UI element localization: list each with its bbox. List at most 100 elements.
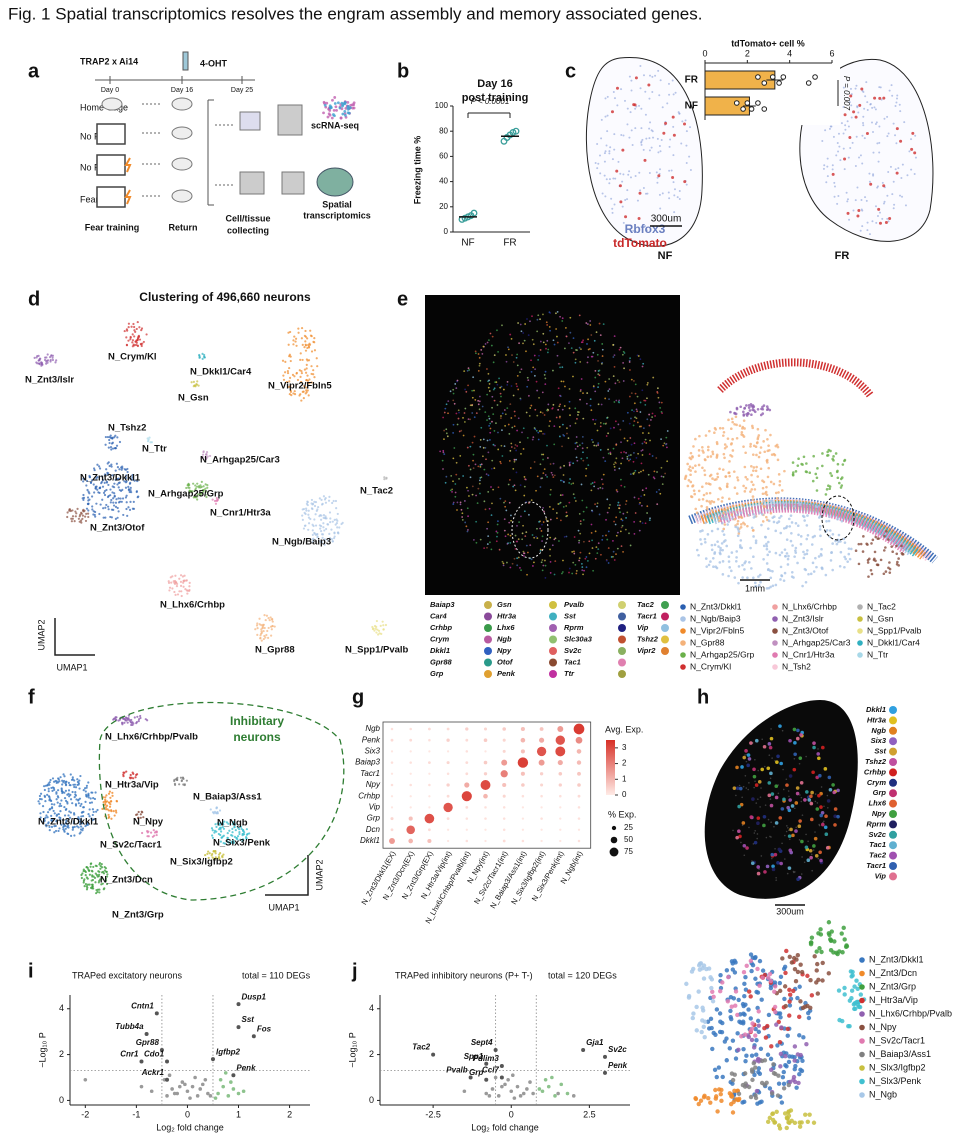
cell-dot	[609, 503, 611, 506]
cell-dot	[780, 574, 784, 578]
label: Fear training	[85, 222, 140, 232]
cell-dot	[87, 509, 90, 512]
cell-dot	[318, 497, 321, 500]
gene-point	[468, 1075, 473, 1080]
cell-dot	[124, 468, 128, 471]
cell-dot	[109, 494, 112, 497]
cell-dot	[689, 969, 695, 974]
cell-dot	[766, 1012, 772, 1018]
gene-label: Grp	[469, 1068, 483, 1077]
expression-dot	[464, 782, 470, 788]
cell-dot	[597, 548, 600, 551]
cell-dot	[572, 337, 575, 340]
cell-dot	[256, 633, 259, 636]
cell-dot	[768, 499, 772, 503]
cell-dot	[82, 869, 85, 873]
cluster-label: N_Arhgap25/Car3	[200, 455, 280, 466]
cell-dot	[37, 362, 41, 365]
cell-dot	[515, 449, 518, 452]
cell-dot	[525, 411, 528, 414]
cell-dot	[737, 565, 741, 568]
gene-point	[175, 1091, 180, 1096]
cell-dot	[72, 820, 76, 823]
cell-dot	[79, 818, 83, 822]
cell-dot	[598, 374, 601, 377]
cell-dot	[799, 733, 803, 737]
cell-dot	[620, 478, 622, 481]
cell-dot	[78, 520, 81, 523]
cell-dot	[484, 446, 487, 449]
cell-dot	[784, 858, 786, 860]
cell-dot	[760, 975, 765, 980]
cell-dot	[708, 474, 712, 478]
cell-dot	[555, 312, 557, 315]
cell-dot	[39, 792, 43, 795]
cell-dot	[107, 813, 110, 817]
cell-dot	[580, 378, 583, 380]
cell-dot	[315, 509, 318, 512]
cell-dot	[132, 322, 135, 326]
cell-dot	[751, 860, 753, 862]
cell-dot	[735, 556, 738, 559]
cell-dot	[63, 775, 66, 778]
cell-dot	[489, 541, 491, 544]
cell-dot	[801, 584, 804, 588]
cell-dot	[805, 973, 810, 979]
cell-dot	[612, 356, 615, 358]
cell-dot	[756, 837, 758, 840]
y-tick-label: 100	[435, 101, 449, 110]
cell-dot	[71, 802, 74, 805]
cell-dot	[831, 168, 834, 171]
gene-label: Gpr88	[136, 1038, 160, 1047]
cell-dot	[125, 501, 128, 504]
cell-dot	[196, 482, 199, 485]
cell-dot	[748, 1094, 754, 1100]
legend-swatch	[889, 737, 897, 746]
cell-dot	[78, 779, 81, 782]
cell-dot	[755, 1101, 760, 1106]
cell-dot	[688, 155, 691, 158]
cell-dot	[214, 856, 217, 859]
cell-dot	[846, 120, 849, 123]
cell-dot	[519, 441, 521, 444]
cell-dot	[740, 765, 744, 769]
cell-dot	[828, 487, 831, 491]
cell-dot	[879, 86, 882, 89]
cell-dot	[306, 346, 309, 350]
legend-label: Vipr2	[637, 646, 656, 655]
cell-dot	[85, 793, 88, 796]
cell-dot	[480, 349, 483, 351]
cell-dot	[208, 852, 211, 855]
cell-dot	[375, 631, 378, 634]
cell-dot	[286, 370, 289, 373]
cell-dot	[89, 481, 93, 484]
cell-dot	[99, 867, 102, 870]
cell-dot	[617, 504, 619, 507]
cell-dot	[626, 455, 629, 458]
cell-dot	[109, 803, 112, 806]
cell-dot	[492, 443, 495, 446]
cell-dot	[894, 168, 897, 171]
expression-dot	[502, 817, 506, 820]
cell-dot	[72, 821, 75, 825]
legend-swatch	[484, 624, 492, 632]
cell-dot	[648, 97, 651, 100]
cell-dot	[813, 534, 816, 538]
cell-dot	[84, 800, 87, 803]
cell-dot	[901, 553, 904, 556]
cell-dot	[604, 115, 607, 118]
cell-dot	[96, 463, 99, 466]
cell-dot	[180, 594, 183, 598]
cell-dot	[458, 430, 461, 433]
cell-dot	[502, 564, 505, 567]
cell-dot	[728, 1101, 734, 1107]
cell-dot	[475, 541, 478, 544]
cell-dot	[764, 804, 767, 806]
cell-dot	[127, 322, 130, 325]
cell-dot	[483, 547, 486, 550]
cell-dot	[742, 993, 747, 999]
cell-dot	[638, 529, 641, 532]
legend-label: N_Gsn	[867, 613, 894, 623]
legend-tick-label: 75	[624, 847, 633, 856]
legend-swatch	[857, 628, 863, 634]
